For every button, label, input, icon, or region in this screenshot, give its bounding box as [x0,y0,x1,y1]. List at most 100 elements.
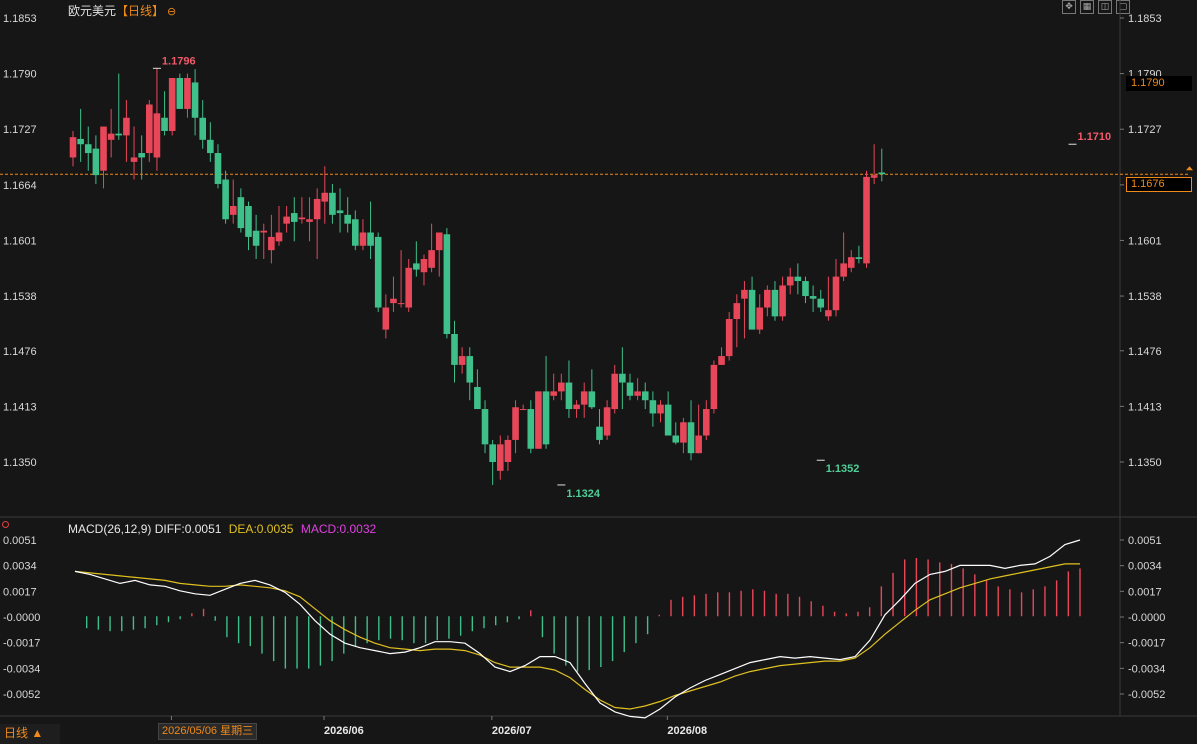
date-tick-label: 2026/08 [667,725,707,737]
candle-body [687,422,695,454]
candle [550,373,557,401]
candle-body [321,192,329,202]
chart-title: 欧元美元【日线】 ⊖ [68,2,176,19]
candle [565,360,573,418]
candle [329,183,336,224]
price-tick-label: 1.1350 [1128,457,1162,469]
candle-body [664,404,672,436]
candle [435,232,443,277]
collapse-circle-icon[interactable]: ⊖ [167,6,177,18]
candle [573,400,580,418]
candle-body [672,435,680,443]
candle-body [657,404,664,414]
candle-body [336,210,344,214]
macd-params: MACD(26,12,9) [68,522,152,536]
candle-body [84,144,92,154]
candle [847,250,855,273]
candle-body [535,391,542,449]
candle [825,276,832,321]
price-tick-label: 1.1853 [1128,13,1162,25]
candle-body [237,197,245,229]
candle [519,404,527,411]
candle-body [107,133,115,140]
candle [290,197,298,242]
window-icon[interactable]: ▢ [1116,0,1130,14]
candle [199,100,207,149]
symbol-label: 欧元美元 [68,4,117,18]
candle [397,250,405,308]
candle-body [779,285,786,317]
macd-tick-label: 0.0034 [1128,561,1162,573]
candle-body [512,407,519,440]
candle-body [809,296,817,299]
candle [268,214,275,264]
candle-body [138,153,145,158]
price-tick-label-left: 1.1601 [3,235,37,247]
candle [146,100,153,162]
candle [817,289,825,312]
candle [359,219,367,251]
candle [657,400,664,423]
candle [756,294,763,335]
cursor-date-label: 2026/05/06 星期三 [158,723,258,740]
candle [367,201,374,259]
candle [542,356,550,449]
candle [344,197,351,233]
candle [237,188,245,233]
candle [863,170,870,268]
candle-body [283,216,290,224]
candle-body [695,435,702,454]
candle-body [268,236,275,251]
layout-icon[interactable]: ▦ [1080,0,1094,14]
candle-body [252,230,260,246]
candle-body [741,289,748,299]
candle-body [649,400,657,414]
candle [313,188,321,259]
candle [802,276,809,304]
candle-body [764,289,771,308]
macd-tick-label: -0.0034 [1128,663,1165,675]
candle [100,126,107,189]
candle [153,68,161,171]
candle [481,400,489,454]
candle-body [451,334,458,365]
candle [748,276,756,330]
candle-body [550,391,557,396]
candle-body [184,78,191,109]
diff-line [74,539,1081,719]
candle [626,373,634,401]
candle-body [435,232,443,251]
candle-body [802,281,809,297]
price-tick-label-left: 1.1413 [3,401,37,413]
candle [275,206,283,246]
candle-body [680,422,687,443]
move-icon[interactable]: ✥ [1062,0,1076,14]
macd-tick-label: -0.0000 [1128,612,1165,624]
candle-body [634,391,641,396]
price-tick-label-left: 1.1664 [3,180,37,192]
candle-body [626,382,634,396]
indicator-pin-icon[interactable] [2,521,9,528]
candle-body [710,364,718,410]
candle [283,206,290,233]
candle-body [481,409,489,445]
candle-body [153,113,161,158]
candle-body [390,298,397,304]
candle [832,258,840,317]
candle-body [313,198,321,220]
candle [474,369,481,410]
candle-body [130,157,138,162]
candle-body [519,409,527,411]
period-tab[interactable]: 日线 ▲ [0,724,60,744]
current-price-tag: 1.1676 [1126,177,1192,192]
price-tick-label: 1.1601 [1128,235,1162,247]
chart-toolbar: ✥ ▦ ◫ ▢ [1062,0,1130,14]
candle-body [352,219,359,246]
candle [779,276,786,321]
candle [321,166,329,224]
split-icon[interactable]: ◫ [1098,0,1112,14]
macd-value-label: MACD:0.0032 [300,522,377,536]
candle-body [397,303,405,305]
candle [718,347,725,365]
